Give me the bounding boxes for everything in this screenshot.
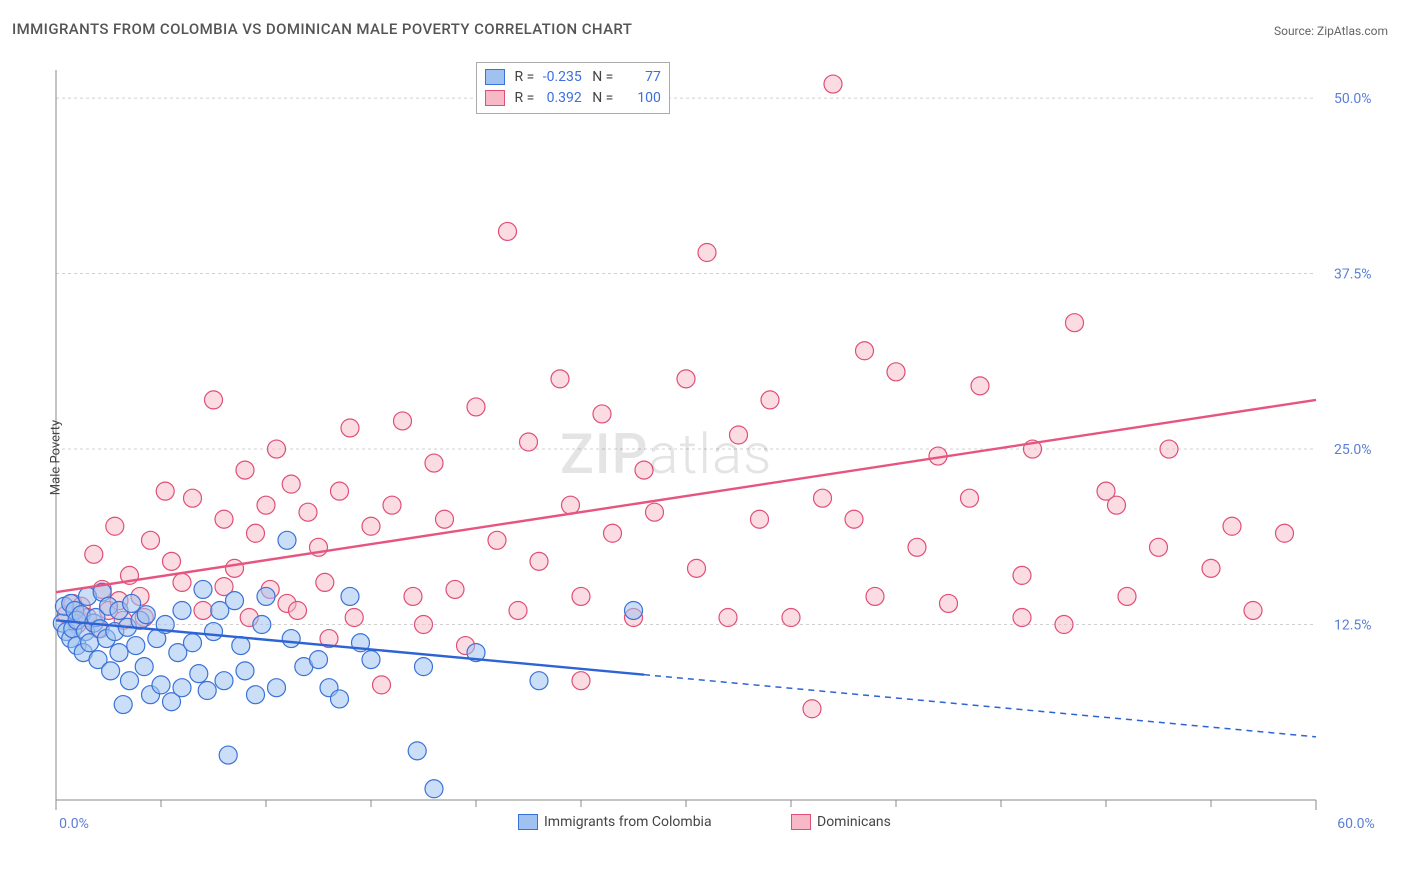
svg-text:25.0%: 25.0% bbox=[1334, 442, 1372, 458]
source-prefix: Source: bbox=[1274, 24, 1317, 38]
y-axis-label: Male Poverty bbox=[49, 420, 64, 495]
series-legend-dominicans: Dominicans bbox=[791, 814, 891, 830]
svg-text:12.5%: 12.5% bbox=[1334, 618, 1372, 634]
series-legend-colombia: Immigrants from Colombia bbox=[518, 814, 712, 830]
source-credit: Source: ZipAtlas.com bbox=[1274, 24, 1388, 38]
chart-container: Male Poverty 12.5% 25.0% 37.5% 50.0% 0.0% 60.… bbox=[46, 60, 1390, 840]
chart-title: IMMIGRANTS FROM COLOMBIA VS DOMINICAN MA… bbox=[12, 20, 632, 38]
svg-text:37.5%: 37.5% bbox=[1334, 267, 1372, 283]
scatter-chart: 12.5% 25.0% 37.5% 50.0% 0.0% 60.0% bbox=[46, 60, 1390, 840]
correlation-legend: R = -0.235 N = 77 R = 0.392 N = 100 bbox=[476, 62, 670, 114]
svg-text:60.0%: 60.0% bbox=[1337, 816, 1375, 832]
source-link[interactable]: ZipAtlas.com bbox=[1317, 24, 1388, 38]
svg-text:0.0%: 0.0% bbox=[59, 816, 89, 832]
svg-text:50.0%: 50.0% bbox=[1334, 91, 1372, 107]
